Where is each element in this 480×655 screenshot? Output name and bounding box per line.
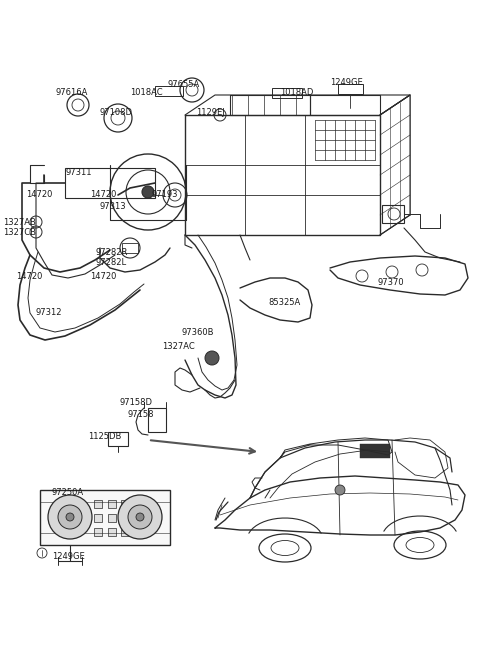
Circle shape [66,513,74,521]
Bar [338,84,363,94]
Text: 97250A: 97250A [52,488,84,497]
Bar [121,500,129,508]
Text: 1327AC: 1327AC [162,342,195,351]
Text: 97312: 97312 [36,308,62,317]
Circle shape [58,505,82,529]
Text: 1249GE: 1249GE [52,552,85,561]
Bar [360,444,390,458]
Circle shape [335,485,345,495]
Text: 1129EJ: 1129EJ [196,108,225,117]
Circle shape [48,495,92,539]
Text: 97311: 97311 [65,168,92,177]
Text: 97616A: 97616A [55,88,87,97]
Text: 97282R: 97282R [96,248,128,257]
Bar [108,432,128,446]
Bar [94,500,102,508]
Text: 1327CB: 1327CB [3,228,36,237]
Text: 85325A: 85325A [268,298,300,307]
Circle shape [118,495,162,539]
Circle shape [128,505,152,529]
Bar [148,408,166,432]
Text: 1327AB: 1327AB [3,218,36,227]
Text: 1018AD: 1018AD [280,88,313,97]
Bar [40,490,170,545]
Text: 14720: 14720 [90,190,116,199]
Text: 97158D: 97158D [120,398,153,407]
Text: 97108D: 97108D [100,108,133,117]
Bar [122,243,138,253]
Text: 97193: 97193 [152,190,179,199]
Text: 1249GE: 1249GE [330,78,363,87]
Text: 97158: 97158 [128,410,155,419]
Bar [94,528,102,536]
Text: 14720: 14720 [90,272,116,281]
Text: 97655A: 97655A [168,80,200,89]
Circle shape [205,351,219,365]
Text: 1018AC: 1018AC [130,88,163,97]
Text: 1125DB: 1125DB [88,432,121,441]
Bar [108,514,116,522]
Bar [121,528,129,536]
Bar [108,528,116,536]
Bar [121,514,129,522]
Text: 14720: 14720 [16,272,42,281]
Bar [155,86,183,96]
Text: 97313: 97313 [100,202,127,211]
Bar [382,205,404,223]
Bar [65,168,155,198]
Circle shape [136,513,144,521]
Circle shape [142,186,154,198]
Bar [108,500,116,508]
Bar [272,88,302,98]
Text: 97360B: 97360B [182,328,215,337]
Text: 14720: 14720 [26,190,52,199]
Text: 97370: 97370 [378,278,405,287]
Bar [94,514,102,522]
Text: 97282L: 97282L [96,258,127,267]
